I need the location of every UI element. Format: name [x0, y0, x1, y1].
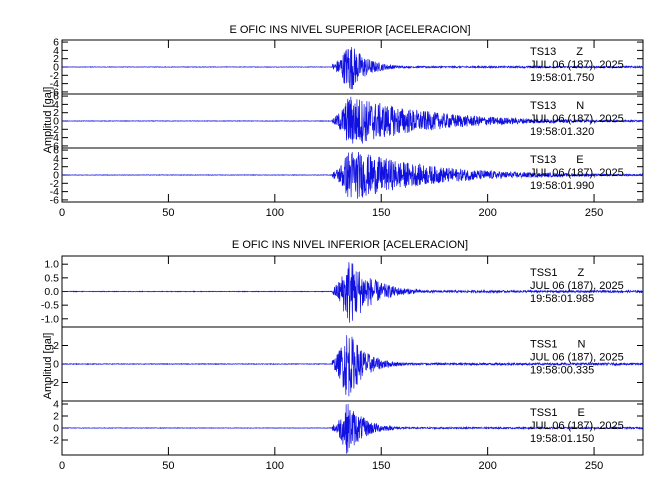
y-tick-label: 4	[53, 153, 59, 165]
y-tick-label: 4	[53, 99, 59, 111]
x-tick-label: 200	[478, 460, 496, 472]
y-tick-label: 1.0	[44, 259, 59, 271]
y-tick-label: -0.5	[41, 300, 59, 312]
y-tick-label: 2	[53, 340, 59, 352]
y-tick-label: -4	[50, 78, 59, 90]
x-tick-label: 0	[59, 460, 65, 472]
x-tick-label: 250	[585, 460, 603, 472]
y-tick-label: -1.0	[41, 313, 59, 325]
x-tick-label: 50	[162, 460, 174, 472]
x-tick-label: 50	[162, 207, 174, 219]
y-tick-label: 2	[53, 161, 59, 173]
record-time: 19:58:00.335	[530, 365, 594, 377]
record-time: 19:58:01.150	[530, 433, 594, 445]
y-tick-label: 0	[53, 423, 59, 435]
record-time: 19:58:01.320	[530, 126, 594, 138]
component-code: Z	[576, 46, 583, 58]
y-tick-label: -2	[50, 377, 59, 389]
waveform-trace	[61, 403, 644, 454]
station-label: TS13 N	[530, 100, 584, 112]
waveform-trace	[61, 47, 644, 90]
station-code: TSS1	[530, 407, 558, 419]
y-tick-label: -4	[50, 132, 59, 144]
y-tick-label: -6	[50, 194, 59, 206]
x-tick-label: 0	[59, 207, 65, 219]
record-time: 19:58:01.985	[530, 293, 594, 305]
station-label: TS13 Z	[530, 46, 583, 58]
y-tick-label: -2	[50, 178, 59, 190]
y-tick-label: 0	[53, 116, 59, 128]
y-tick-label: 0.0	[44, 286, 59, 298]
y-tick-label: 0	[53, 62, 59, 74]
station-label: TSS1 Z	[530, 267, 585, 279]
upper-panel-title: E OFIC INS NIVEL SUPERIOR [ACELERACION]	[229, 24, 470, 36]
record-date: JUL 06 (187), 2025	[530, 59, 624, 71]
y-tick-label: -2	[50, 70, 59, 82]
y-tick-label: -6	[50, 140, 59, 152]
station-label: TSS1 N	[530, 339, 586, 351]
y-tick-label: -2	[50, 435, 59, 447]
y-tick-label: -4	[50, 186, 59, 198]
y-tick-label: 2	[53, 107, 59, 119]
component-code: Z	[578, 267, 585, 279]
y-tick-label: 6	[53, 91, 59, 103]
waveform-trace	[61, 96, 644, 144]
y-tick-label: -6	[50, 86, 59, 98]
station-code: TSS1	[530, 339, 558, 351]
waveform-trace	[61, 152, 644, 199]
x-tick-label: 100	[266, 207, 284, 219]
record-time: 19:58:01.750	[530, 72, 594, 84]
component-code: E	[578, 407, 585, 419]
upper-panel-ylabel: Amplitud [gal]	[42, 87, 54, 154]
record-date: JUL 06 (187), 2025	[530, 167, 624, 179]
station-code: TS13	[530, 154, 556, 166]
x-tick-label: 100	[266, 460, 284, 472]
y-tick-label: 6	[53, 37, 59, 49]
record-date: JUL 06 (187), 2025	[530, 420, 624, 432]
waveform-trace	[61, 335, 644, 397]
lower-panel-ylabel: Amplitud [gal]	[42, 333, 54, 400]
record-time: 19:58:01.990	[530, 180, 594, 192]
y-tick-label: 0	[53, 170, 59, 182]
record-date: JUL 06 (187), 2025	[530, 280, 624, 292]
station-code: TS13	[530, 100, 556, 112]
component-code: E	[576, 154, 583, 166]
y-tick-label: 0	[53, 359, 59, 371]
record-date: JUL 06 (187), 2025	[530, 352, 624, 364]
lower-panel-title: E OFIC INS NIVEL INFERIOR [ACELERACION]	[232, 239, 468, 251]
component-code: N	[576, 100, 584, 112]
x-tick-label: 200	[478, 207, 496, 219]
component-code: N	[578, 339, 586, 351]
station-code: TS13	[530, 46, 556, 58]
y-tick-label: -2	[50, 124, 59, 136]
x-tick-label: 150	[372, 460, 390, 472]
x-tick-label: 250	[585, 207, 603, 219]
station-code: TSS1	[530, 267, 558, 279]
y-tick-label: 2	[53, 53, 59, 65]
lower-level-panel: E OFIC INS NIVEL INFERIOR [ACELERACION] …	[41, 239, 644, 472]
waveform-trace	[61, 262, 644, 323]
upper-level-panel: E OFIC INS NIVEL SUPERIOR [ACELERACION] …	[42, 24, 644, 219]
y-tick-label: 2	[53, 411, 59, 423]
y-tick-label: 6	[53, 145, 59, 157]
station-label: TSS1 E	[530, 407, 585, 419]
lower-panel-x-axis: 0 50 100 150 200 250	[59, 256, 603, 472]
y-tick-label: 4	[53, 45, 59, 57]
record-date: JUL 06 (187), 2025	[530, 113, 624, 125]
upper-panel-x-axis: 0 50 100 150 200 250	[59, 40, 603, 219]
x-tick-label: 150	[372, 207, 390, 219]
station-label: TS13 E	[530, 154, 584, 166]
y-tick-label: 4	[53, 399, 59, 411]
y-tick-label: 0.5	[44, 272, 59, 284]
